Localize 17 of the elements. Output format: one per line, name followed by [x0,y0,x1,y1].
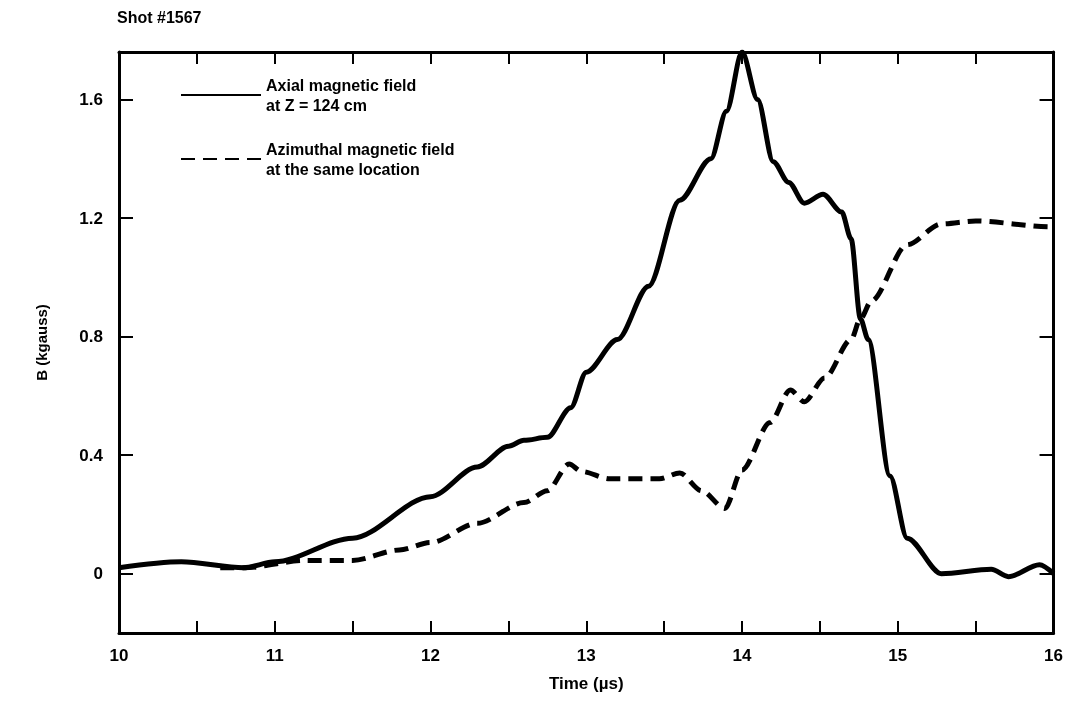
x-tick-label: 12 [421,646,440,665]
chart-title: Shot #1567 [117,8,202,26]
y-tick-label: 1.6 [79,89,103,109]
legend-label: Axial magnetic field at Z = 124 cm [266,76,417,114]
y-axis-title: B (kgauss) [33,304,50,381]
x-tick-label: 11 [265,646,284,665]
y-tick-label: 0 [93,564,103,584]
y-tick-label: 1.2 [79,208,103,228]
y-tick-label: 0.4 [79,445,104,465]
x-tick-label: 10 [109,646,129,665]
x-tick-label: 16 [1044,646,1064,665]
x-tick-label: 15 [888,646,908,665]
legend-label: Azimuthal magnetic field at the same location [266,140,455,178]
x-axis-title: Time (µs) [548,674,624,693]
x-tick-label: 13 [576,646,596,665]
y-tick-label: 0.8 [79,327,103,347]
x-tick-label: 14 [732,646,753,665]
